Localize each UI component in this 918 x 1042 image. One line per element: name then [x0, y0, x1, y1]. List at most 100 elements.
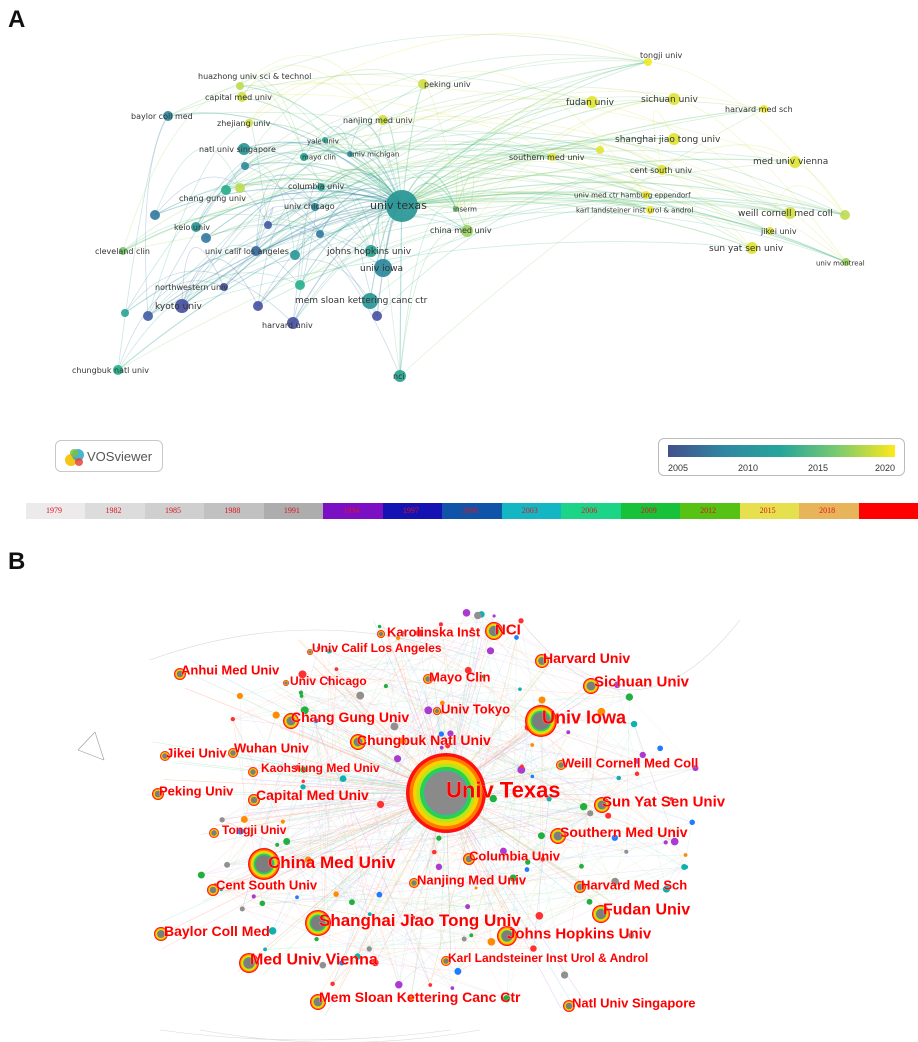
network-edge	[181, 246, 225, 307]
network-edge	[434, 754, 643, 853]
network-edge	[410, 813, 440, 998]
node-label: univ calif los angeles	[205, 247, 289, 256]
network-edge	[167, 73, 593, 117]
network-node	[628, 932, 635, 939]
node-label: Mem Sloan Kettering Canc Ctr	[319, 989, 521, 1005]
network-edge	[369, 888, 667, 915]
network-edge	[551, 144, 753, 249]
timeline-year-label: 2012	[700, 506, 717, 515]
network-edge	[442, 702, 666, 843]
network-node	[240, 815, 248, 823]
network-edge	[428, 710, 584, 807]
network-edge	[380, 620, 522, 805]
network-edge	[455, 172, 474, 232]
network-edge	[401, 174, 647, 207]
network-node	[537, 832, 545, 840]
network-node	[447, 730, 454, 737]
network-edge	[221, 819, 492, 943]
network-node	[376, 891, 383, 898]
node-label: univ michigan	[350, 150, 399, 158]
network-edge	[401, 98, 675, 207]
network-node	[307, 649, 313, 655]
network-node	[287, 317, 299, 329]
network-edge	[302, 786, 477, 889]
network-edge	[248, 73, 424, 124]
network-node	[376, 800, 385, 809]
network-edge	[297, 674, 303, 768]
network-edge	[351, 740, 404, 903]
network-edge	[275, 714, 435, 853]
node-label: Med Univ Vienna	[250, 952, 378, 969]
network-edge	[147, 165, 246, 317]
timeline-segment: 2009	[620, 503, 681, 519]
network-edge	[147, 108, 765, 317]
network-node	[556, 760, 566, 770]
network-edge	[481, 614, 534, 949]
network-edge	[320, 100, 765, 188]
network-edge	[329, 650, 675, 842]
network-edge	[300, 692, 675, 842]
network-edge	[599, 133, 663, 171]
network-edge	[117, 280, 225, 371]
network-edge	[226, 715, 277, 865]
network-node	[409, 878, 419, 888]
network-edge	[200, 792, 447, 835]
network-node	[251, 894, 256, 899]
network-node	[481, 674, 485, 678]
network-edge	[282, 804, 381, 822]
network-edge	[445, 792, 561, 1009]
network-edge	[302, 674, 448, 746]
network-edge	[481, 614, 638, 762]
network-edge	[262, 702, 443, 904]
node-label: sichuan univ	[641, 95, 699, 105]
network-edge	[157, 792, 447, 937]
timeline-year-label: 1994	[343, 506, 360, 515]
network-edge	[147, 122, 250, 317]
network-node	[263, 947, 267, 952]
network-edge	[124, 152, 305, 314]
network-edge	[477, 615, 550, 799]
network-edge	[394, 726, 533, 777]
network-edge	[302, 696, 630, 788]
network-node	[445, 743, 451, 749]
network-edge	[441, 733, 693, 823]
node-label: univ texas	[370, 199, 427, 212]
network-node	[237, 92, 247, 102]
network-edge	[349, 143, 791, 214]
network-edge	[438, 866, 667, 890]
network-edge	[527, 727, 591, 814]
network-edge	[240, 792, 447, 975]
network-edge	[237, 792, 447, 973]
network-edge	[401, 191, 651, 211]
node-label: sun yat sen univ	[709, 244, 784, 254]
network-edge	[336, 669, 440, 867]
network-edge	[299, 205, 457, 286]
network-node	[300, 153, 308, 161]
network-edge	[308, 798, 672, 861]
network-node	[239, 953, 259, 973]
network-node	[298, 690, 304, 695]
legend-tick: 2015	[808, 463, 829, 473]
network-edge	[318, 647, 431, 986]
node-label: cent south univ	[630, 166, 692, 175]
network-edge	[315, 632, 404, 721]
node-label: northwestern univ	[155, 283, 228, 292]
timeline-year-label: 1985	[164, 506, 181, 515]
network-node	[283, 713, 299, 729]
network-edge	[257, 197, 846, 307]
network-edge	[316, 866, 582, 940]
node-label: univ montreal	[816, 259, 865, 267]
network-edge	[242, 908, 507, 1000]
node-label: china med univ	[430, 226, 492, 235]
network-edge	[336, 650, 491, 670]
network-node	[395, 981, 403, 989]
network-edge	[257, 186, 322, 307]
network-edge	[282, 626, 380, 822]
timeline-segment: 2015	[739, 503, 800, 519]
network-node	[264, 221, 272, 229]
network-edge	[332, 712, 443, 984]
network-edge	[122, 85, 241, 252]
network-edge	[215, 885, 453, 989]
network-node	[586, 96, 598, 108]
network-edge	[286, 835, 542, 842]
